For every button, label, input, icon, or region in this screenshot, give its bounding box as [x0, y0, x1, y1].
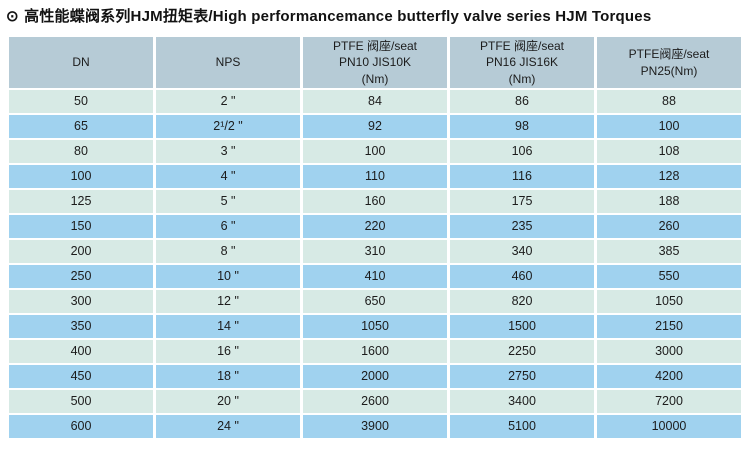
table-row: 50 2 " 84 86 88 [9, 90, 741, 113]
table-cell-pn10: 110 [303, 165, 447, 188]
table-cell-pn25: 188 [597, 190, 741, 213]
table-cell-dn: 600 [9, 415, 153, 438]
table-cell-nps: 10 " [156, 265, 300, 288]
table-cell-pn25: 4200 [597, 365, 741, 388]
table-cell-nps: 8 " [156, 240, 300, 263]
table-row: 600 24 " 3900 5100 10000 [9, 415, 741, 438]
table-cell-pn10: 92 [303, 115, 447, 138]
table-cell-pn25: 88 [597, 90, 741, 113]
table-cell-pn10: 2000 [303, 365, 447, 388]
table-cell-pn16: 2750 [450, 365, 594, 388]
table-cell-pn25: 1050 [597, 290, 741, 313]
table-cell-pn10: 2600 [303, 390, 447, 413]
table-row: 400 16 " 1600 2250 3000 [9, 340, 741, 363]
table-cell-pn16: 2250 [450, 340, 594, 363]
table-cell-pn25: 7200 [597, 390, 741, 413]
table-cell-pn16: 460 [450, 265, 594, 288]
table-cell-nps: 14 " [156, 315, 300, 338]
table-cell-pn16: 235 [450, 215, 594, 238]
table-cell-pn10: 410 [303, 265, 447, 288]
table-cell-pn10: 1050 [303, 315, 447, 338]
table-cell-nps: 16 " [156, 340, 300, 363]
table-cell-pn10: 310 [303, 240, 447, 263]
table-cell-pn10: 1600 [303, 340, 447, 363]
table-row: 150 6 " 220 235 260 [9, 215, 741, 238]
table-row: 250 10 " 410 460 550 [9, 265, 741, 288]
table-cell-pn16: 175 [450, 190, 594, 213]
table-row: 80 3 " 100 106 108 [9, 140, 741, 163]
table-cell-pn25: 385 [597, 240, 741, 263]
table-cell-dn: 65 [9, 115, 153, 138]
table-cell-nps: 5 " [156, 190, 300, 213]
table-cell-pn25: 2150 [597, 315, 741, 338]
column-header-pn16: PTFE 阀座/seat PN16 JIS16K (Nm) [450, 37, 594, 88]
table-cell-nps: 6 " [156, 215, 300, 238]
table-cell-pn16: 116 [450, 165, 594, 188]
table-cell-pn25: 550 [597, 265, 741, 288]
table-cell-pn25: 10000 [597, 415, 741, 438]
column-header-pn10: PTFE 阀座/seat PN10 JIS10K (Nm) [303, 37, 447, 88]
table-row: 300 12 " 650 820 1050 [9, 290, 741, 313]
table-cell-nps: 2¹/2 " [156, 115, 300, 138]
table-cell-pn10: 3900 [303, 415, 447, 438]
table-row: 200 8 " 310 340 385 [9, 240, 741, 263]
table-cell-pn16: 98 [450, 115, 594, 138]
table-cell-pn10: 84 [303, 90, 447, 113]
table-cell-nps: 12 " [156, 290, 300, 313]
table-cell-pn10: 160 [303, 190, 447, 213]
table-row: 65 2¹/2 " 92 98 100 [9, 115, 741, 138]
table-cell-pn16: 3400 [450, 390, 594, 413]
torque-table: DN NPS PTFE 阀座/seat PN10 JIS10K (Nm) PTFE 阀… [6, 35, 744, 440]
table-cell-nps: 18 " [156, 365, 300, 388]
column-header-pn25: PTFE阀座/seat PN25(Nm) [597, 37, 741, 88]
table-cell-dn: 200 [9, 240, 153, 263]
table-cell-nps: 20 " [156, 390, 300, 413]
table-cell-dn: 100 [9, 165, 153, 188]
table-cell-dn: 250 [9, 265, 153, 288]
table-cell-dn: 300 [9, 290, 153, 313]
table-cell-pn25: 260 [597, 215, 741, 238]
table-cell-dn: 50 [9, 90, 153, 113]
table-cell-nps: 3 " [156, 140, 300, 163]
table-row: 100 4 " 110 116 128 [9, 165, 741, 188]
table-cell-pn16: 1500 [450, 315, 594, 338]
table-header-row: DN NPS PTFE 阀座/seat PN10 JIS10K (Nm) PTFE 阀… [9, 37, 741, 88]
table-cell-pn10: 100 [303, 140, 447, 163]
table-row: 125 5 " 160 175 188 [9, 190, 741, 213]
bullet-icon: ⊙ [6, 8, 19, 25]
table-header: DN NPS PTFE 阀座/seat PN10 JIS10K (Nm) PTFE 阀… [9, 37, 741, 88]
table-cell-nps: 4 " [156, 165, 300, 188]
table-row: 500 20 " 2600 3400 7200 [9, 390, 741, 413]
table-cell-pn25: 100 [597, 115, 741, 138]
table-cell-dn: 80 [9, 140, 153, 163]
table-cell-dn: 150 [9, 215, 153, 238]
table-cell-dn: 450 [9, 365, 153, 388]
table-cell-pn16: 820 [450, 290, 594, 313]
table-cell-pn10: 220 [303, 215, 447, 238]
table-row: 450 18 " 2000 2750 4200 [9, 365, 741, 388]
table-cell-pn10: 650 [303, 290, 447, 313]
page-title-text: 高性能蝶阀系列HJM扭矩表/High performancemance butt… [24, 8, 652, 25]
table-cell-nps: 2 " [156, 90, 300, 113]
table-cell-dn: 400 [9, 340, 153, 363]
column-header-nps: NPS [156, 37, 300, 88]
table-cell-pn16: 5100 [450, 415, 594, 438]
table-cell-dn: 125 [9, 190, 153, 213]
table-cell-pn16: 106 [450, 140, 594, 163]
table-body: 50 2 " 84 86 88 65 2¹/2 " 92 98 100 80 3 " 100 106 108… [9, 90, 741, 438]
table-cell-dn: 500 [9, 390, 153, 413]
table-cell-pn25: 108 [597, 140, 741, 163]
table-cell-dn: 350 [9, 315, 153, 338]
page-title: ⊙ 高性能蝶阀系列HJM扭矩表/High performancemance bu… [0, 0, 750, 26]
table-cell-pn25: 128 [597, 165, 741, 188]
table-cell-pn16: 340 [450, 240, 594, 263]
column-header-dn: DN [9, 37, 153, 88]
table-cell-nps: 24 " [156, 415, 300, 438]
table-row: 350 14 " 1050 1500 2150 [9, 315, 741, 338]
table-cell-pn16: 86 [450, 90, 594, 113]
table-cell-pn25: 3000 [597, 340, 741, 363]
